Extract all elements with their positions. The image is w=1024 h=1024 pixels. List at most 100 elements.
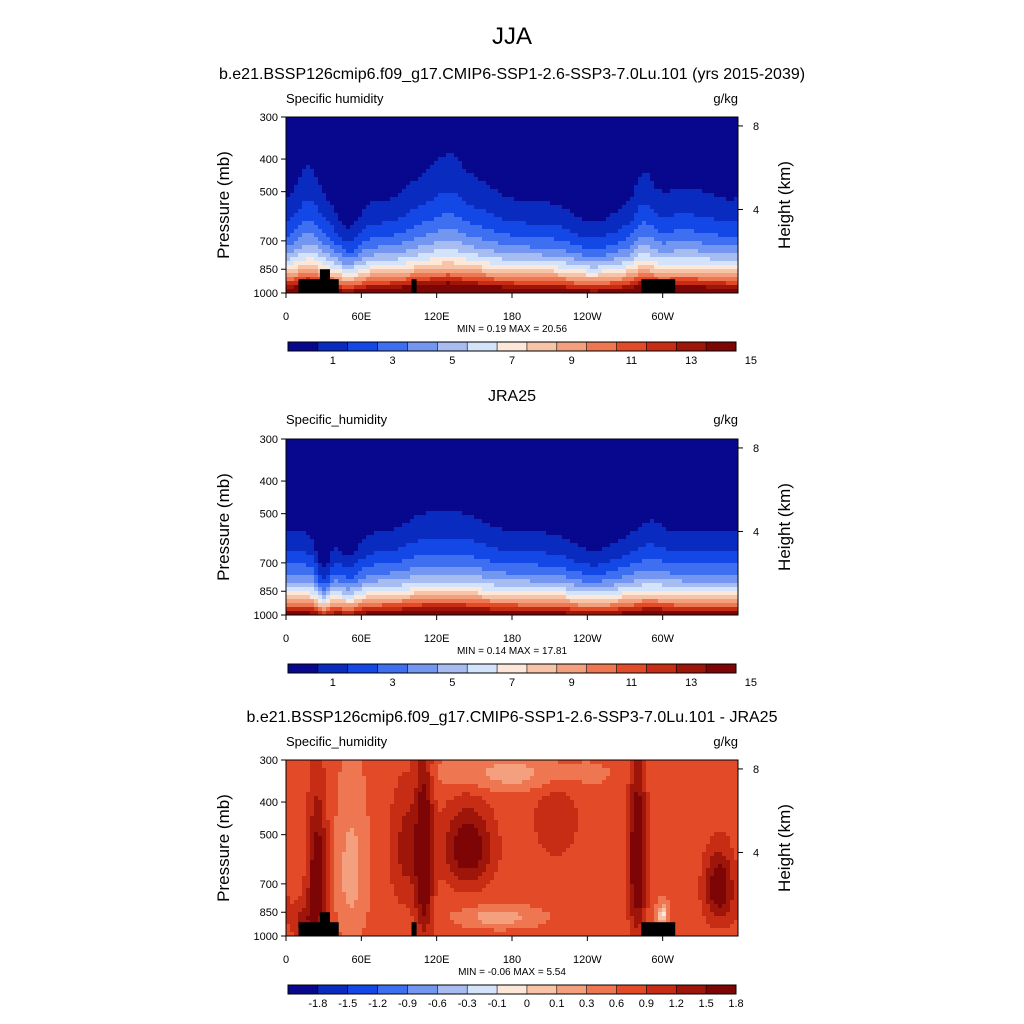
contour-cell bbox=[306, 888, 311, 893]
contour-cell bbox=[642, 607, 663, 612]
contour-cell bbox=[310, 165, 431, 170]
contour-cell bbox=[286, 455, 738, 460]
contour-cell bbox=[370, 269, 415, 274]
contour-cell bbox=[418, 800, 431, 805]
contour-cell bbox=[646, 788, 738, 793]
contour-cell bbox=[286, 169, 303, 174]
contour-cell bbox=[726, 868, 731, 873]
contour-cell bbox=[286, 579, 315, 584]
contour-cell bbox=[366, 796, 395, 801]
contour-cell bbox=[418, 920, 431, 925]
contour-cell bbox=[670, 908, 703, 913]
contour-cell bbox=[634, 904, 643, 909]
contour-cell bbox=[482, 872, 495, 877]
contour-cell bbox=[634, 916, 643, 921]
contour-cell bbox=[334, 828, 351, 833]
contour-cell bbox=[642, 173, 651, 178]
contour-cell bbox=[382, 603, 423, 608]
contour-cell bbox=[354, 595, 367, 600]
contour-cell bbox=[646, 912, 655, 917]
contour-cell bbox=[298, 269, 319, 274]
contour-cell bbox=[438, 804, 447, 809]
contour-cell bbox=[430, 764, 439, 769]
contour-cell bbox=[322, 261, 335, 266]
contour-cell bbox=[326, 816, 335, 821]
contour-cell bbox=[354, 904, 371, 909]
contour-cell bbox=[450, 281, 479, 286]
contour-cell bbox=[622, 591, 738, 596]
contour-cell bbox=[570, 844, 627, 849]
contour-cell bbox=[286, 535, 311, 540]
contour-cell bbox=[418, 884, 431, 889]
contour-cell bbox=[458, 876, 479, 881]
contour-cell bbox=[286, 245, 303, 250]
contour-cell bbox=[330, 583, 363, 588]
contour-cell bbox=[330, 591, 343, 596]
contour-cell bbox=[658, 900, 671, 905]
contour-cell bbox=[654, 225, 738, 230]
contour-cell bbox=[426, 924, 435, 929]
contour-cell bbox=[582, 780, 603, 785]
contour-cell bbox=[626, 808, 631, 813]
contour-cell bbox=[714, 868, 727, 873]
contour-cell bbox=[634, 571, 671, 576]
panel-title: JRA25 bbox=[488, 388, 536, 405]
contour-cell bbox=[314, 836, 323, 841]
longitude-tick-label: 60W bbox=[651, 311, 674, 323]
contour-cell bbox=[306, 864, 311, 869]
contour-cell bbox=[298, 177, 319, 182]
contour-cell bbox=[650, 840, 711, 845]
contour-cell bbox=[338, 808, 367, 813]
colorbar-swatch bbox=[556, 342, 587, 351]
contour-cell bbox=[570, 599, 619, 604]
contour-cell bbox=[330, 559, 359, 564]
contour-cell bbox=[358, 872, 371, 877]
contour-cell bbox=[550, 201, 627, 206]
contour-cell bbox=[318, 551, 331, 556]
contour-cell bbox=[286, 281, 299, 286]
contour-cell bbox=[638, 273, 655, 278]
contour-cell bbox=[646, 852, 651, 857]
contour-cell bbox=[286, 868, 307, 873]
contour-cell bbox=[646, 836, 651, 841]
contour-cell bbox=[342, 563, 355, 568]
contour-cell bbox=[338, 812, 367, 817]
contour-cell bbox=[482, 269, 555, 274]
contour-cell bbox=[462, 277, 495, 282]
contour-cell bbox=[630, 253, 639, 258]
colorbar-swatch bbox=[347, 664, 378, 673]
contour-cell bbox=[286, 571, 315, 576]
contour-cell bbox=[330, 237, 343, 242]
contour-cell bbox=[310, 780, 327, 785]
contour-cell bbox=[570, 607, 619, 612]
contour-cell bbox=[566, 848, 627, 853]
contour-cell bbox=[622, 225, 639, 230]
contour-cell bbox=[702, 904, 711, 909]
contour-cell bbox=[638, 792, 647, 797]
contour-cell bbox=[462, 792, 471, 797]
contour-cell bbox=[370, 237, 415, 242]
contour-cell bbox=[314, 856, 323, 861]
contour-cell bbox=[354, 237, 371, 242]
contour-cell bbox=[370, 908, 411, 913]
contour-cell bbox=[446, 153, 455, 158]
colorbar-swatch bbox=[497, 985, 528, 994]
contour-cell bbox=[426, 792, 431, 797]
longitude-tick-label: 120W bbox=[573, 633, 602, 645]
pressure-tick-label: 700 bbox=[260, 879, 278, 891]
contour-cell bbox=[326, 607, 331, 612]
contour-cell bbox=[394, 233, 427, 238]
contour-cell bbox=[310, 908, 323, 913]
contour-cell bbox=[642, 860, 647, 865]
contour-cell bbox=[630, 888, 635, 893]
contour-cell bbox=[330, 245, 343, 250]
contour-cell bbox=[322, 189, 403, 194]
contour-cell bbox=[526, 221, 631, 226]
contour-cell bbox=[706, 880, 711, 885]
contour-cell bbox=[630, 197, 727, 202]
contour-cell bbox=[642, 880, 647, 885]
longitude-tick-label: 120W bbox=[573, 954, 602, 966]
contour-cell bbox=[514, 281, 575, 286]
contour-cell bbox=[326, 591, 331, 596]
contour-cell bbox=[310, 880, 323, 885]
